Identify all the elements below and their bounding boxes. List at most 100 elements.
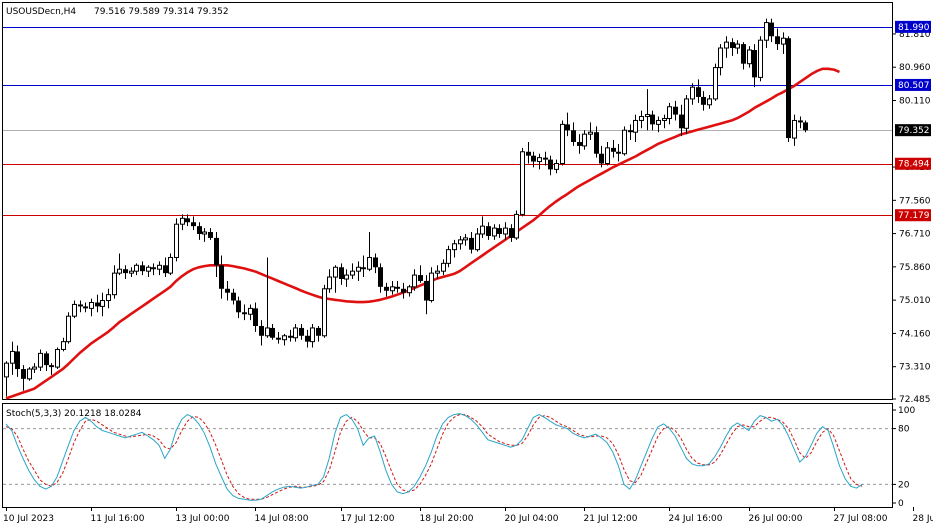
- candle: [639, 110, 644, 129]
- candle-body-bull: [747, 49, 752, 65]
- candle-body-bear: [276, 337, 281, 340]
- stoch-tick-label: 20: [898, 480, 910, 490]
- level-price-label: 80.507: [898, 81, 930, 91]
- candle: [582, 130, 587, 150]
- candle: [270, 324, 275, 340]
- candle-body-bear: [214, 237, 219, 266]
- candle: [44, 351, 49, 372]
- candle: [390, 280, 395, 295]
- candle: [83, 302, 88, 313]
- candle-body-bear: [497, 228, 502, 234]
- candle-body-bull: [282, 335, 287, 341]
- candle-body-bear: [231, 292, 236, 301]
- candle-body-bull: [202, 231, 207, 235]
- candle-body-bull: [32, 366, 37, 370]
- candle: [55, 347, 60, 370]
- candle-body-bear: [197, 226, 202, 234]
- candle: [344, 269, 349, 287]
- candle: [356, 261, 361, 281]
- candle: [441, 259, 446, 276]
- candle: [129, 267, 134, 278]
- candle-body-bear: [486, 226, 491, 236]
- candle-body-bull: [662, 117, 667, 121]
- time-tick-label: 14 Jul 08:00: [255, 514, 309, 524]
- candle-body-bull: [758, 39, 763, 78]
- candle: [112, 265, 117, 299]
- candle: [378, 263, 383, 293]
- candle-body-bull: [327, 276, 332, 290]
- candle-body-bull: [293, 327, 298, 339]
- candle-body-bear: [526, 151, 531, 156]
- candle-body-bull: [265, 327, 270, 337]
- candle-body-bull: [537, 157, 542, 163]
- candle-body-bull: [713, 67, 718, 100]
- price-tick-label: 75.860: [899, 263, 931, 273]
- candle: [322, 284, 327, 338]
- candle-body-bear: [650, 114, 655, 125]
- candle: [146, 265, 151, 278]
- candle-body-bear: [418, 275, 423, 281]
- axes: 81.81080.96080.11078.41077.56076.71075.8…: [3, 20, 933, 524]
- candle-body-bull: [792, 119, 797, 139]
- candle-body-bear: [242, 312, 247, 315]
- candle-body-bull: [458, 239, 463, 245]
- level-price-tag: [895, 20, 931, 33]
- candle: [679, 104, 684, 137]
- candle: [174, 218, 179, 262]
- candle-body-bull: [452, 243, 457, 251]
- candle-body-bear: [299, 327, 304, 336]
- candle-body-bull: [645, 114, 650, 118]
- price-tick-label: 72.485: [899, 395, 931, 405]
- candle: [452, 239, 457, 258]
- candle-body-bear: [253, 308, 258, 326]
- level-price-label: 78.494: [898, 160, 930, 170]
- candle: [225, 280, 230, 301]
- candle: [32, 363, 37, 373]
- candle-body-bear: [469, 237, 474, 250]
- candle-body-bear: [775, 36, 780, 45]
- time-tick-label: 11 Jul 16:00: [91, 514, 145, 524]
- candle: [21, 365, 26, 391]
- candle-body-bear: [696, 87, 701, 97]
- candle-body-bear: [577, 141, 582, 146]
- candle: [463, 233, 468, 246]
- candle: [752, 44, 757, 88]
- candle: [446, 245, 451, 268]
- main-pane-frame: [2, 2, 893, 400]
- candle: [605, 141, 610, 166]
- candle-body-bear: [752, 49, 757, 78]
- candle: [384, 282, 389, 297]
- price-tick-label: 80.960: [899, 63, 931, 73]
- candle: [616, 143, 621, 162]
- candle-body-bull: [180, 217, 185, 225]
- candle: [38, 349, 43, 372]
- candle-body-bull: [38, 352, 43, 368]
- candle-body-bull: [435, 270, 440, 274]
- candle-body-bull: [588, 131, 593, 135]
- candle-body-bear: [83, 306, 88, 309]
- candle: [429, 267, 434, 303]
- candle: [628, 124, 633, 141]
- candle: [798, 116, 803, 129]
- candle-body-bear: [599, 153, 604, 164]
- candle-body-bull: [390, 286, 395, 292]
- candle-body-bull: [492, 227, 497, 237]
- candle: [305, 329, 310, 348]
- candle-body-bull: [463, 237, 468, 241]
- candle: [310, 324, 315, 348]
- candle: [480, 216, 485, 238]
- candle-body-bear: [316, 327, 321, 336]
- stochastic-pane: [3, 413, 892, 501]
- candle: [684, 95, 689, 135]
- candle: [786, 36, 791, 142]
- candle: [49, 363, 54, 375]
- candle-body-bear: [798, 120, 803, 123]
- candle-body-bear: [123, 269, 128, 274]
- candle: [554, 159, 559, 174]
- candle: [588, 122, 593, 141]
- candle-body-bear: [741, 44, 746, 64]
- time-tick-label: 21 Jul 12:00: [584, 514, 638, 524]
- candle-body-bear: [185, 218, 190, 223]
- candle-body-bull: [412, 274, 417, 288]
